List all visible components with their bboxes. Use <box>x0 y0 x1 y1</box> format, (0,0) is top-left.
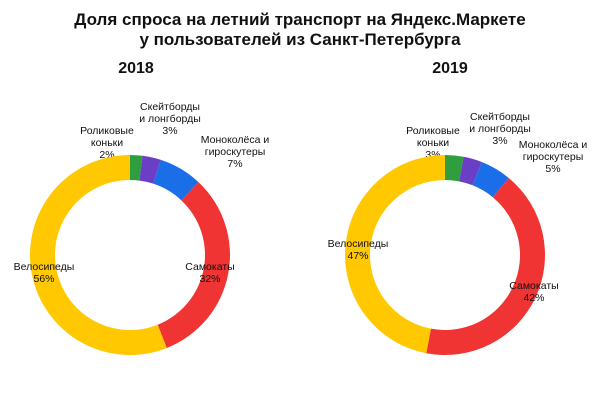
slice-category-label: Роликовые <box>80 125 134 137</box>
slice-value-label: 32% <box>199 273 220 285</box>
slice-category-label: Моноколёса и <box>201 134 270 146</box>
slice-category-label: Скейтборды <box>140 101 200 113</box>
donut-2018-slice-bike <box>30 155 167 355</box>
donut-2018-slice-scooter <box>157 182 231 348</box>
slice-category-label: Велосипеды <box>14 261 75 273</box>
donut-2018-slice-mono <box>153 159 199 201</box>
donut-2019-slice-mono <box>472 162 509 198</box>
slice-value-label: 56% <box>33 273 54 285</box>
slice-category-label: Роликовые <box>406 125 460 137</box>
donut-2018-label-skate: Скейтборды и лонгборды 3% <box>139 101 201 137</box>
donut-2018-slice-roller <box>130 155 143 181</box>
slice-category-label: и лонгборды <box>469 123 531 135</box>
slice-category-label: Скейтборды <box>470 111 530 123</box>
slice-value-label: 3% <box>492 135 507 147</box>
slice-category-label: Самокаты <box>509 280 558 292</box>
donut-2018-label-mono: Моноколёса и гироскутеры 7% <box>201 134 270 170</box>
donut-2019-label-bike: Велосипеды 47% <box>328 238 389 262</box>
donut-2019-label-scooter: Самокаты 42% <box>509 280 558 304</box>
slice-category-label: коньки <box>91 137 123 149</box>
chart-title-line-1: Доля спроса на летний транспорт на Яндек… <box>74 10 526 29</box>
slice-category-label: Моноколёса и <box>519 139 588 151</box>
slice-category-label: гироскутеры <box>205 146 266 158</box>
donut-2019-slice-skate <box>459 156 482 186</box>
slice-category-label: Велосипеды <box>328 238 389 250</box>
donut-2019-slice-roller <box>445 155 464 182</box>
donut-2019-label-skate: Скейтборды и лонгборды 3% <box>469 111 531 147</box>
slice-category-label: гироскутеры <box>523 151 584 163</box>
slice-category-label: и лонгборды <box>139 113 201 125</box>
donut-2019-slice-bike <box>344 154 445 354</box>
donut-2018-slice-skate <box>139 155 161 184</box>
slice-value-label: 7% <box>227 158 242 170</box>
slice-category-label: коньки <box>417 137 449 149</box>
slice-value-label: 47% <box>347 250 368 262</box>
slice-category-label: Самокаты <box>185 261 234 273</box>
slice-value-label: 5% <box>545 163 560 175</box>
donut-2018-title: 2018 <box>118 60 154 77</box>
donut-2019-title: 2019 <box>432 60 468 77</box>
donut-2018-label-bike: Велосипеды 56% <box>14 261 75 285</box>
donut-2019-label-mono: Моноколёса и гироскутеры 5% <box>519 139 588 175</box>
slice-value-label: 3% <box>162 125 177 137</box>
donut-2018-label-scooter: Самокаты 32% <box>185 261 234 285</box>
chart-title-line-2: у пользователей из Санкт-Петербурга <box>139 30 461 49</box>
slice-value-label: 42% <box>523 292 544 304</box>
donut-2019-slice-scooter <box>426 177 545 355</box>
